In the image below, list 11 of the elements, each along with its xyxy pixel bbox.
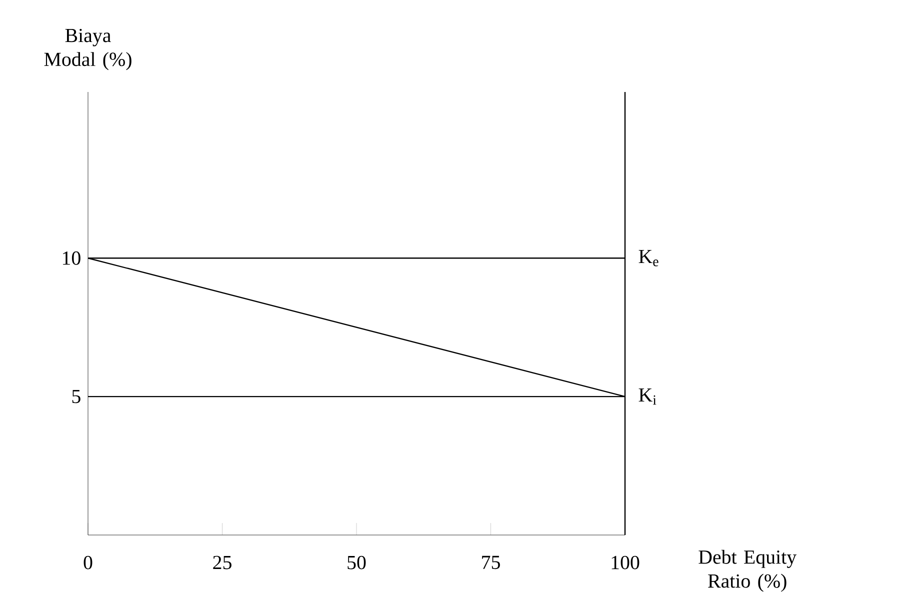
x-tick-label: 0 <box>84 556 92 570</box>
y-tick-label: 5 <box>72 390 80 404</box>
x-tick-label: 75 <box>482 556 500 570</box>
x-tick-label: 100 <box>612 556 640 570</box>
x-tick-label: 50 <box>348 556 366 570</box>
x-tick-label: 25 <box>213 556 232 570</box>
series-label: K$_{e}$ <box>638 250 658 266</box>
y-axis-title: Biaya Modal (%) <box>44 28 132 70</box>
series-label: K$_{i}$ <box>638 388 656 405</box>
y-tick-label: 10 <box>62 251 80 265</box>
x-axis-title: Debt Equity Ratio (%) <box>698 550 797 592</box>
